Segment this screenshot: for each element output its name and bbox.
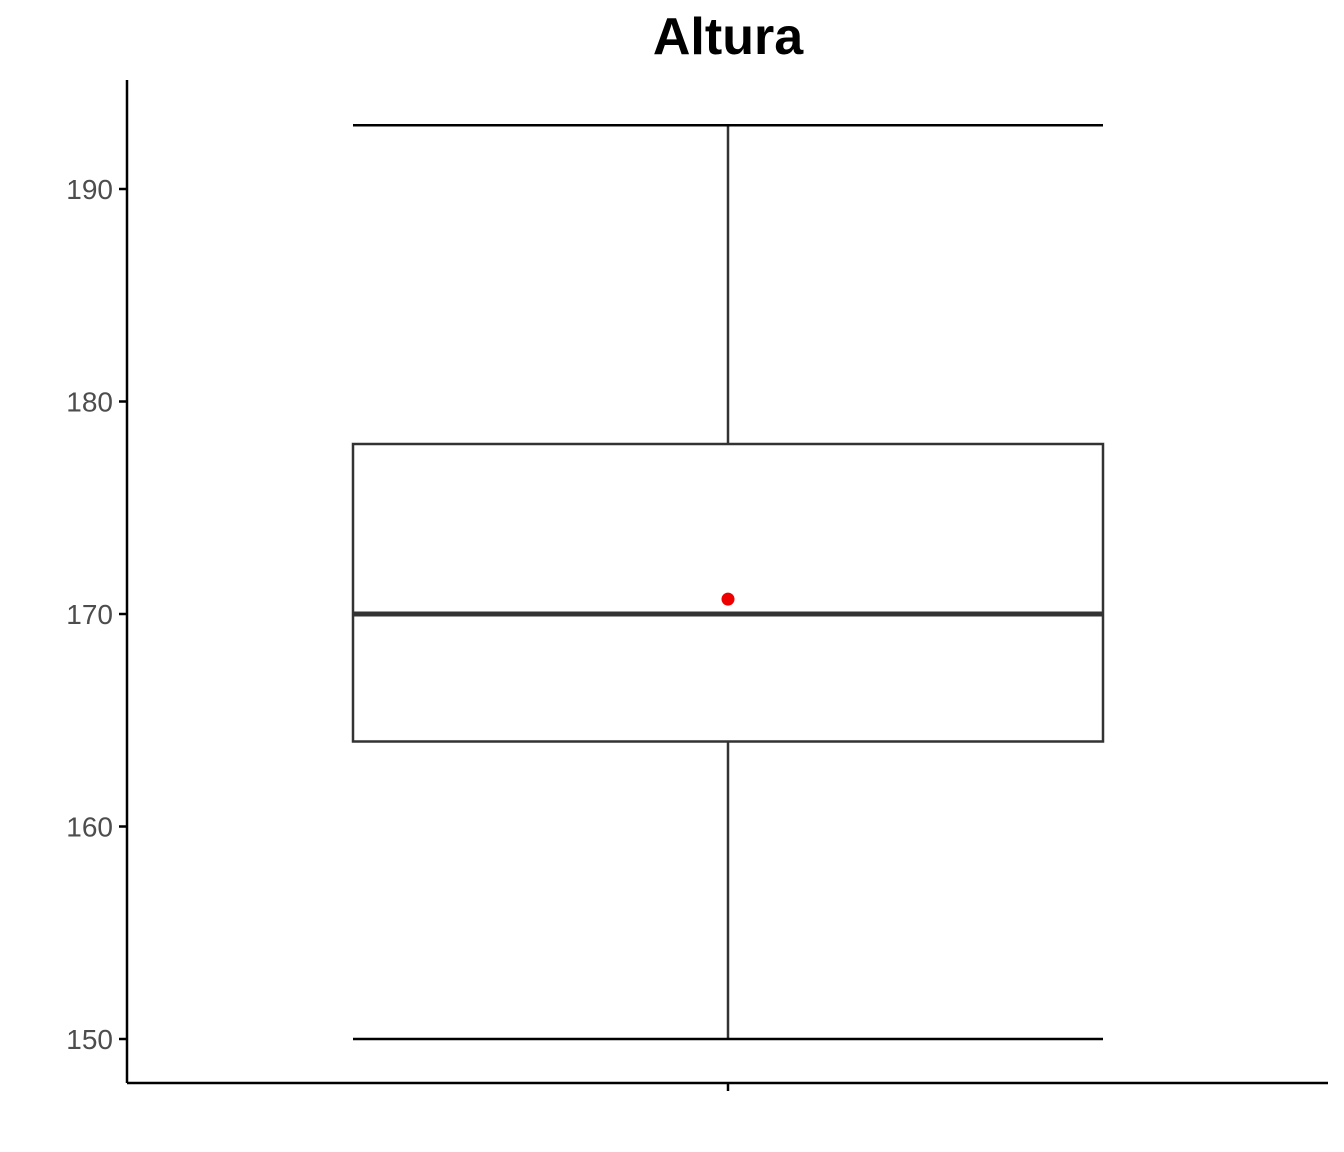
y-tick-label: 170 [66,599,113,630]
mean-point [721,592,735,606]
y-tick-label: 150 [66,1024,113,1055]
axes: 150 160 170 180 190 [66,80,1328,1091]
chart-title: Altura [653,8,804,66]
plot-area [351,124,1105,1041]
y-tick-label: 160 [66,812,113,843]
y-tick-label: 180 [66,387,113,418]
y-tick-label: 190 [66,174,113,205]
